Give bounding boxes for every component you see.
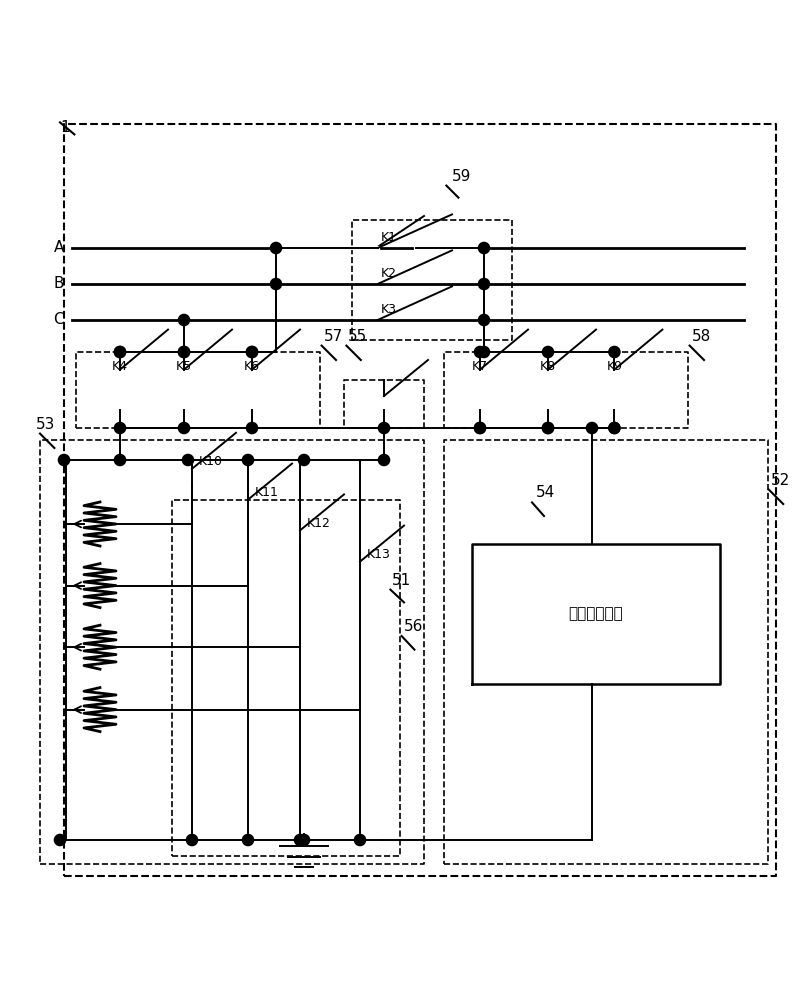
Circle shape — [542, 346, 554, 358]
Circle shape — [58, 454, 70, 466]
Circle shape — [609, 346, 620, 358]
Circle shape — [178, 346, 190, 358]
Circle shape — [354, 834, 366, 846]
Text: K8: K8 — [540, 360, 556, 373]
Circle shape — [54, 834, 66, 846]
Circle shape — [294, 834, 306, 846]
Text: K12: K12 — [306, 517, 330, 530]
Circle shape — [178, 314, 190, 326]
Circle shape — [609, 422, 620, 434]
Circle shape — [478, 278, 490, 290]
Text: 57: 57 — [324, 329, 343, 344]
Circle shape — [542, 422, 554, 434]
Text: 58: 58 — [692, 329, 711, 344]
Text: A: A — [54, 240, 64, 255]
Text: 59: 59 — [452, 169, 471, 184]
Circle shape — [178, 346, 190, 358]
Text: K2: K2 — [381, 267, 397, 280]
Circle shape — [378, 454, 390, 466]
Text: K13: K13 — [366, 548, 390, 561]
Text: 54: 54 — [536, 485, 555, 500]
Text: 55: 55 — [348, 329, 367, 344]
Text: 1: 1 — [60, 120, 70, 135]
Circle shape — [474, 346, 486, 358]
Circle shape — [586, 422, 598, 434]
Circle shape — [609, 422, 620, 434]
Text: K11: K11 — [254, 486, 278, 499]
Circle shape — [246, 346, 258, 358]
Text: 52: 52 — [770, 473, 790, 488]
Circle shape — [378, 422, 390, 434]
Circle shape — [114, 346, 126, 358]
Circle shape — [246, 422, 258, 434]
Text: B: B — [54, 276, 64, 292]
Text: K7: K7 — [472, 360, 488, 373]
Circle shape — [246, 346, 258, 358]
Text: K3: K3 — [381, 303, 397, 316]
Circle shape — [270, 278, 282, 290]
Circle shape — [178, 422, 190, 434]
Circle shape — [478, 314, 490, 326]
Circle shape — [298, 834, 310, 846]
Circle shape — [114, 422, 126, 434]
Text: K9: K9 — [606, 360, 622, 373]
Text: 51: 51 — [392, 573, 411, 588]
Circle shape — [474, 422, 486, 434]
Circle shape — [474, 422, 486, 434]
Circle shape — [478, 242, 490, 254]
Text: 56: 56 — [404, 619, 423, 634]
Text: K1: K1 — [381, 231, 397, 244]
Circle shape — [270, 242, 282, 254]
Text: 53: 53 — [36, 417, 55, 432]
Text: K4: K4 — [112, 360, 128, 373]
Circle shape — [298, 454, 310, 466]
Circle shape — [114, 454, 126, 466]
Circle shape — [242, 834, 254, 846]
Text: K6: K6 — [244, 360, 260, 373]
Circle shape — [114, 346, 126, 358]
Circle shape — [542, 422, 554, 434]
Circle shape — [242, 454, 254, 466]
Circle shape — [186, 834, 198, 846]
Text: 电弧触发装置: 电弧触发装置 — [569, 606, 623, 621]
Circle shape — [478, 346, 490, 358]
Circle shape — [182, 454, 194, 466]
Text: C: C — [54, 312, 64, 328]
Text: K5: K5 — [176, 360, 192, 373]
Text: K10: K10 — [198, 455, 222, 468]
